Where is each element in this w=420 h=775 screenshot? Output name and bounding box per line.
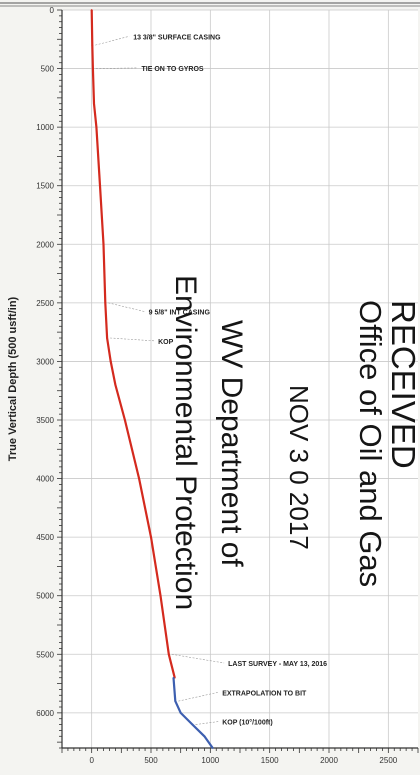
series-point [172,676,175,679]
series-line-2 [172,677,214,749]
y-tick-label: 500 [41,65,55,74]
annotation-label: KOP [158,339,174,346]
y-tick-label: 4000 [36,475,54,484]
series-point [150,536,152,539]
annotation-leader [95,35,130,46]
y-tick-label: 5500 [36,650,54,659]
annotation-label: KOP (10°/100ft) [222,719,273,727]
series-point [95,126,98,129]
series-point [114,383,117,386]
series-point [91,44,94,47]
stamp-office: Office of Oil and Gas [353,300,388,587]
series-point [93,102,95,105]
series-point [138,477,141,480]
y-tick-label: 2500 [36,299,54,308]
y-tick-label: 3000 [36,357,54,366]
series-point [104,301,107,304]
y-axis-title: True Vertical Depth (500 usft/in) [7,296,19,461]
series-point [191,723,194,726]
series-point [90,9,93,11]
y-tick-label: 6000 [36,709,54,718]
annotation-leader [108,302,145,312]
series-point [159,594,162,597]
y-tick-label: 3500 [36,416,54,425]
series-point [106,337,108,339]
series-point [99,184,101,187]
series-point [167,653,170,656]
y-tick-label: 4500 [36,533,54,542]
stamp-received: RECEIVED [385,300,420,469]
y-tick-label: 0 [50,6,55,15]
series-point [211,747,214,749]
annotation-label: LAST SURVEY - MAY 13, 2016 [228,661,327,668]
x-tick-label: 500 [144,756,158,765]
stamp-dept-line2: Environmental Protection [169,275,202,610]
annotation-label: 13 3/8" SURFACE CASING [133,34,221,41]
y-tick-label: 1500 [36,182,54,191]
stamp-dept-line1: WV Department of [215,320,248,567]
x-tick-label: 1000 [201,756,219,765]
annotation-leader [171,653,225,664]
y-tick-label: 2000 [36,240,54,249]
annotation-leader [110,337,155,342]
series-point [123,419,126,421]
stamp-date: NOV 3 0 2017 [284,385,314,550]
annotation-label: 9 5/8" INT CASING [149,310,211,317]
series-point [179,711,182,714]
x-tick-label: 1500 [261,756,279,765]
series-point [174,700,177,703]
annotation-label: EXTRAPOLATION TO BIT [222,690,307,697]
y-tick-label: 5000 [36,592,54,601]
y-tick-label: 1000 [36,123,54,132]
annotation-label: TIE ON TO GYROS [142,66,204,73]
series-point [203,735,206,738]
series-point [109,360,112,363]
x-tick-label: 0 [89,756,94,765]
plot-area [62,10,418,748]
x-tick-label: 2500 [379,756,397,765]
series-point [91,67,94,70]
series-point [102,243,105,246]
annotation-leader [195,721,219,725]
x-tick-label: 2000 [320,756,338,765]
